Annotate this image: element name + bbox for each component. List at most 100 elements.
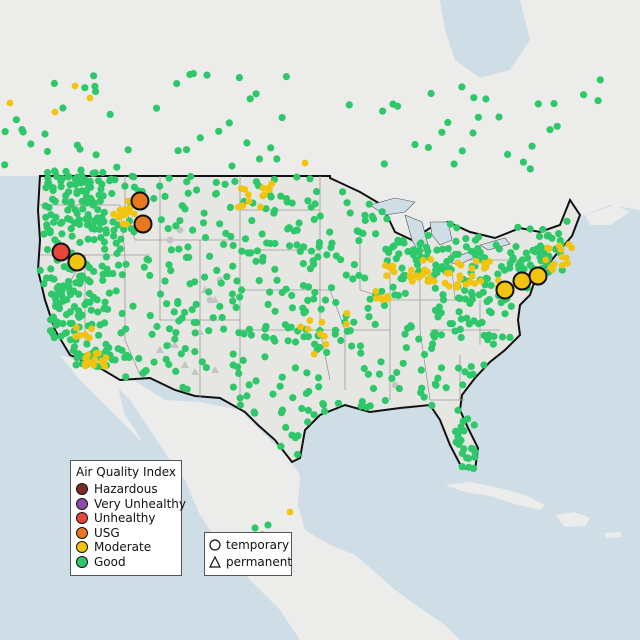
- good-monitor-marker: [189, 226, 197, 234]
- good-monitor-marker: [420, 350, 429, 359]
- good-monitor-marker: [255, 277, 263, 285]
- good-monitor-marker: [243, 392, 251, 400]
- moderate-monitor-marker: [304, 325, 312, 333]
- temporary-monitor-marker: [133, 214, 153, 234]
- good-monitor-marker: [68, 232, 76, 240]
- good-monitor-marker: [321, 296, 330, 304]
- good-monitor-marker: [70, 287, 78, 295]
- good-monitor-marker: [339, 188, 347, 196]
- moderate-monitor-marker: [71, 82, 79, 90]
- good-monitor-marker: [167, 267, 175, 275]
- good-monitor-marker: [174, 299, 182, 307]
- moderate-monitor-marker: [415, 274, 423, 281]
- puerto-rico: [604, 532, 622, 538]
- good-monitor-marker: [434, 374, 442, 382]
- good-monitor-marker: [282, 73, 290, 81]
- good-monitor-marker: [437, 331, 445, 339]
- good-monitor-marker: [417, 366, 425, 374]
- good-monitor-marker: [388, 374, 396, 382]
- good-monitor-marker: [203, 71, 211, 79]
- good-monitor-marker: [269, 334, 277, 343]
- good-monitor-marker: [75, 350, 83, 358]
- good-monitor-marker: [424, 143, 432, 152]
- good-monitor-marker: [424, 231, 432, 240]
- good-monitor-marker: [99, 270, 107, 278]
- good-monitor-marker: [458, 83, 466, 91]
- good-monitor-marker: [492, 241, 500, 249]
- good-monitor-marker: [175, 317, 183, 325]
- temporary-monitor-marker: [51, 242, 71, 262]
- good-monitor-marker: [163, 342, 171, 350]
- good-monitor-marker: [177, 350, 185, 358]
- good-monitor-marker: [457, 315, 465, 323]
- good-monitor-marker: [120, 225, 128, 233]
- good-monitor-marker: [236, 401, 244, 409]
- good-monitor-marker: [64, 206, 72, 214]
- good-monitor-marker: [233, 277, 241, 285]
- good-monitor-marker: [273, 155, 281, 163]
- good-monitor-marker: [201, 234, 210, 242]
- good-monitor-marker: [156, 182, 164, 190]
- good-monitor-marker: [299, 260, 307, 268]
- good-monitor-marker: [332, 298, 340, 307]
- good-monitor-marker: [72, 180, 80, 189]
- good-monitor-marker: [462, 235, 470, 243]
- good-monitor-marker: [81, 176, 89, 184]
- cuba: [445, 482, 545, 510]
- temporary-monitor-marker: [512, 271, 532, 291]
- moderate-monitor-marker: [408, 275, 415, 282]
- good-monitor-marker: [253, 247, 261, 255]
- good-monitor-marker: [57, 287, 66, 295]
- good-monitor-marker: [98, 213, 106, 221]
- good-monitor-marker: [264, 521, 272, 529]
- good-monitor-marker: [161, 277, 169, 285]
- good-monitor-marker: [264, 300, 272, 308]
- good-monitor-marker: [317, 305, 325, 313]
- good-monitor-marker: [202, 364, 210, 372]
- good-monitor-marker: [148, 330, 156, 338]
- good-monitor-marker: [92, 151, 100, 159]
- good-monitor-marker: [380, 301, 389, 309]
- moderate-monitor-marker: [257, 203, 264, 211]
- good-monitor-marker: [323, 348, 331, 356]
- good-monitor-marker: [43, 147, 52, 156]
- good-monitor-marker: [261, 353, 269, 361]
- good-monitor-marker: [50, 79, 59, 87]
- good-monitor-marker: [216, 302, 224, 311]
- good-monitor-marker: [343, 199, 351, 207]
- good-monitor-marker: [539, 225, 547, 234]
- good-monitor-marker: [72, 361, 80, 369]
- good-monitor-marker: [241, 235, 250, 243]
- good-monitor-marker: [310, 411, 318, 419]
- good-monitor-marker: [501, 266, 509, 274]
- good-monitor-marker: [42, 213, 50, 221]
- good-monitor-marker: [299, 282, 307, 290]
- legend-label: temporary: [226, 537, 290, 552]
- good-monitor-marker: [66, 181, 74, 189]
- good-monitor-marker: [110, 226, 118, 234]
- aqi-legend: Air Quality Index Hazardous Very Unhealt…: [70, 460, 186, 576]
- moderate-monitor-marker: [90, 361, 98, 369]
- good-monitor-marker: [355, 237, 363, 245]
- good-monitor-marker: [77, 276, 85, 285]
- good-monitor-marker: [550, 100, 558, 108]
- very-unhealthy-swatch-icon: [76, 497, 88, 510]
- good-monitor-marker: [221, 180, 229, 188]
- good-monitor-marker: [81, 84, 89, 92]
- good-monitor-marker: [43, 246, 52, 254]
- good-monitor-marker: [164, 225, 172, 233]
- legend-item-usg: USG: [71, 526, 181, 541]
- good-monitor-marker: [284, 337, 292, 345]
- good-monitor-marker: [228, 290, 236, 298]
- good-monitor-marker: [458, 147, 466, 155]
- good-monitor-marker: [176, 217, 184, 225]
- gulf-of-california: [118, 388, 170, 470]
- good-monitor-marker: [553, 122, 561, 130]
- good-monitor-marker: [442, 384, 450, 392]
- good-monitor-marker: [261, 333, 269, 341]
- good-monitor-marker: [218, 313, 226, 322]
- good-monitor-marker: [1, 161, 9, 169]
- good-monitor-marker: [315, 239, 323, 247]
- good-monitor-marker: [381, 396, 389, 405]
- good-monitor-marker: [487, 281, 495, 289]
